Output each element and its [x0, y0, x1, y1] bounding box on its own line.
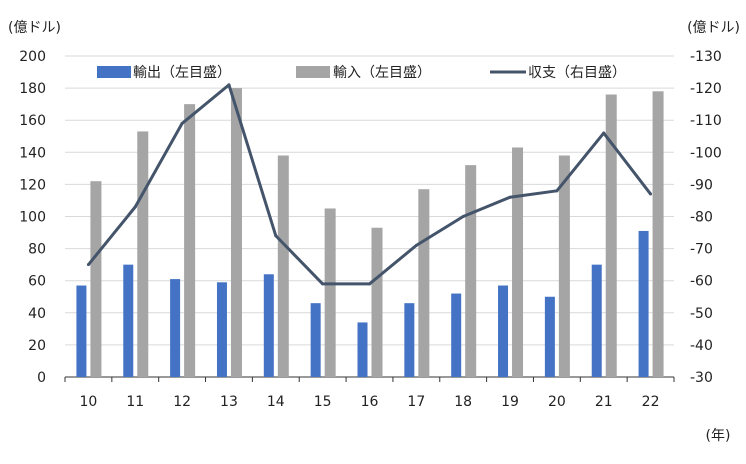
export-bar	[310, 303, 321, 377]
export-bar	[263, 274, 274, 377]
x-tick-label: 18	[454, 394, 472, 410]
export-bar	[170, 279, 181, 377]
right-tick-label: -100	[690, 145, 722, 161]
right-tick-label: -40	[690, 338, 713, 354]
export-bar	[638, 230, 649, 377]
export-bar	[404, 303, 415, 377]
left-axis-label: (億ドル)	[8, 20, 61, 36]
export-bar	[123, 264, 134, 377]
export-bar	[498, 285, 509, 377]
balance-point	[227, 83, 231, 87]
balance-point	[508, 195, 512, 199]
import-bar	[371, 227, 383, 377]
export-bar	[451, 293, 462, 377]
legend-label-balance: 収支（右目盛）	[528, 65, 626, 81]
import-bar	[184, 104, 196, 378]
import-bar	[90, 181, 102, 377]
right-tick-label: -50	[690, 306, 713, 322]
import-bar	[277, 155, 289, 377]
import-bar	[605, 94, 617, 378]
balance-point	[274, 234, 278, 238]
left-tick-label: 80	[28, 242, 46, 258]
x-tick-label: 14	[267, 394, 285, 410]
left-tick-label: 100	[19, 210, 46, 226]
x-axis-label: (年)	[706, 428, 731, 444]
left-tick-label: 60	[28, 274, 46, 290]
x-tick-label: 10	[80, 394, 98, 410]
legend-swatch-export	[97, 66, 131, 78]
left-tick-label: 160	[19, 113, 46, 129]
left-tick-label: 200	[19, 49, 46, 65]
balance-point	[414, 243, 418, 247]
balance-point	[368, 282, 371, 286]
import-bar	[418, 189, 430, 377]
x-tick-label: 21	[595, 394, 613, 410]
balance-point	[133, 205, 137, 209]
import-bar	[558, 155, 570, 377]
left-tick-label: 20	[28, 338, 46, 354]
export-bar	[591, 264, 602, 377]
x-tick-label: 20	[548, 394, 566, 410]
import-bar	[324, 208, 336, 377]
x-tick-label: 22	[642, 394, 660, 410]
x-tick-label: 15	[314, 394, 332, 410]
balance-point	[555, 189, 559, 193]
x-tick-label: 11	[126, 394, 144, 410]
right-tick-label: -70	[690, 242, 713, 258]
right-axis-label: (億ドル)	[687, 20, 740, 36]
export-bar	[216, 282, 227, 377]
x-tick-label: 12	[173, 394, 191, 410]
left-tick-label: 120	[19, 177, 46, 193]
balance-point	[602, 131, 606, 135]
import-bar	[230, 88, 242, 377]
balance-point	[321, 282, 325, 286]
import-bar	[652, 91, 664, 377]
left-tick-label: 40	[28, 306, 46, 322]
x-tick-label: 13	[220, 394, 238, 410]
right-tick-label: -80	[690, 210, 713, 226]
right-tick-label: -130	[690, 49, 722, 65]
import-bar	[465, 165, 477, 377]
x-tick-label: 16	[361, 394, 379, 410]
right-tick-label: -60	[690, 274, 713, 290]
balance-point	[461, 215, 465, 218]
export-bar	[76, 285, 87, 377]
balance-point	[86, 263, 90, 267]
legend-label-export: 輸出（左目盛）	[133, 65, 231, 81]
export-bar	[357, 322, 368, 377]
x-tick-label: 17	[407, 394, 425, 410]
right-tick-label: -30	[690, 370, 713, 386]
import-bar	[512, 147, 524, 377]
balance-point	[649, 192, 653, 196]
legend-label-import: 輸入（左目盛）	[333, 65, 431, 81]
right-tick-label: -110	[690, 113, 722, 129]
right-tick-label: -120	[690, 81, 722, 97]
x-tick-label: 19	[501, 394, 519, 410]
left-tick-label: 140	[19, 145, 46, 161]
import-bar	[137, 131, 149, 377]
left-tick-label: 0	[37, 370, 46, 386]
right-tick-label: -90	[690, 177, 713, 193]
left-tick-label: 180	[19, 81, 46, 97]
legend-swatch-import	[296, 66, 330, 78]
export-bar	[544, 296, 555, 377]
balance-point	[180, 121, 184, 125]
